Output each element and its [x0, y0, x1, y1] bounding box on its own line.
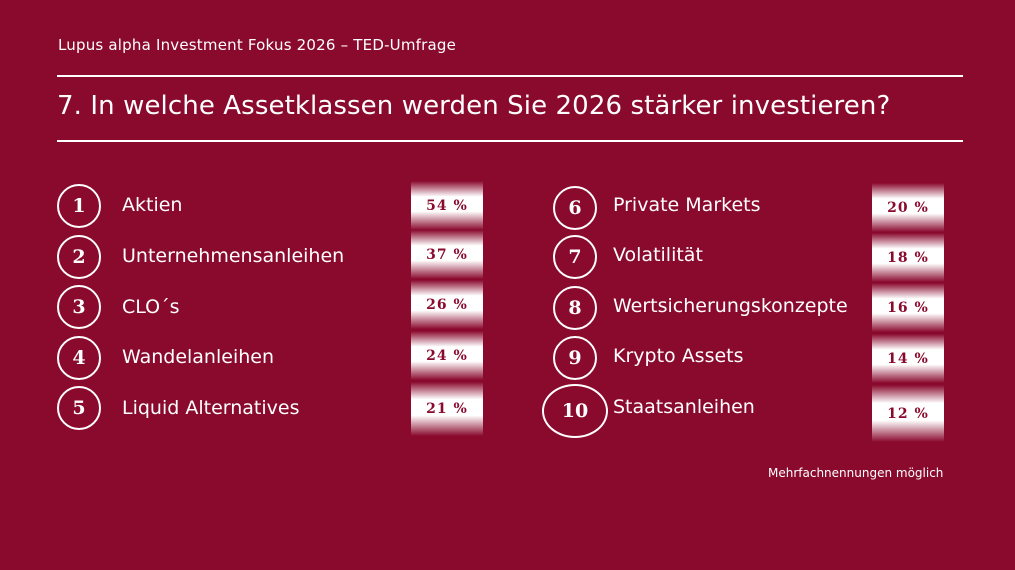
- asset-class-label: Aktien: [122, 194, 183, 216]
- asset-class-label: Private Markets: [613, 194, 761, 216]
- rank-circle: 9: [553, 336, 597, 380]
- percent-box: 26 %: [411, 280, 483, 329]
- asset-class-label: Liquid Alternatives: [122, 397, 300, 419]
- rank-circle: 8: [553, 286, 597, 330]
- rank-circle: 10: [542, 384, 608, 438]
- rank-circle: 2: [57, 235, 101, 279]
- percent-box: 14 %: [872, 334, 944, 383]
- rank-circle: 5: [57, 386, 101, 430]
- percent-box: 24 %: [411, 331, 483, 380]
- percent-box: 20 %: [872, 183, 944, 232]
- percent-box: 54 %: [411, 181, 483, 230]
- bottom-divider: [57, 140, 963, 142]
- asset-class-label: Wertsicherungskonzepte: [613, 295, 848, 317]
- rank-circle: 3: [57, 285, 101, 329]
- asset-class-label: CLO´s: [122, 296, 180, 318]
- percent-box: 12 %: [872, 385, 944, 442]
- footnote: Mehrfachnennungen möglich: [768, 466, 944, 480]
- asset-class-label: Staatsanleihen: [613, 396, 755, 418]
- question-title: 7. In welche Assetklassen werden Sie 202…: [57, 91, 891, 121]
- asset-class-label: Unternehmensanleihen: [122, 245, 345, 267]
- asset-class-label: Krypto Assets: [613, 345, 744, 367]
- asset-class-label: Volatilität: [613, 244, 703, 266]
- presentation-subtitle: Lupus alpha Investment Fokus 2026 – TED-…: [58, 36, 457, 54]
- rank-circle: 1: [57, 184, 101, 228]
- percent-box: 16 %: [872, 283, 944, 332]
- percent-box: 18 %: [872, 233, 944, 282]
- percent-box: 21 %: [411, 382, 483, 436]
- percent-box: 37 %: [411, 230, 483, 279]
- rank-circle: 4: [57, 336, 101, 380]
- top-divider: [57, 75, 963, 77]
- asset-class-label: Wandelanleihen: [122, 346, 274, 368]
- rank-circle: 6: [553, 186, 597, 230]
- rank-circle: 7: [553, 235, 597, 279]
